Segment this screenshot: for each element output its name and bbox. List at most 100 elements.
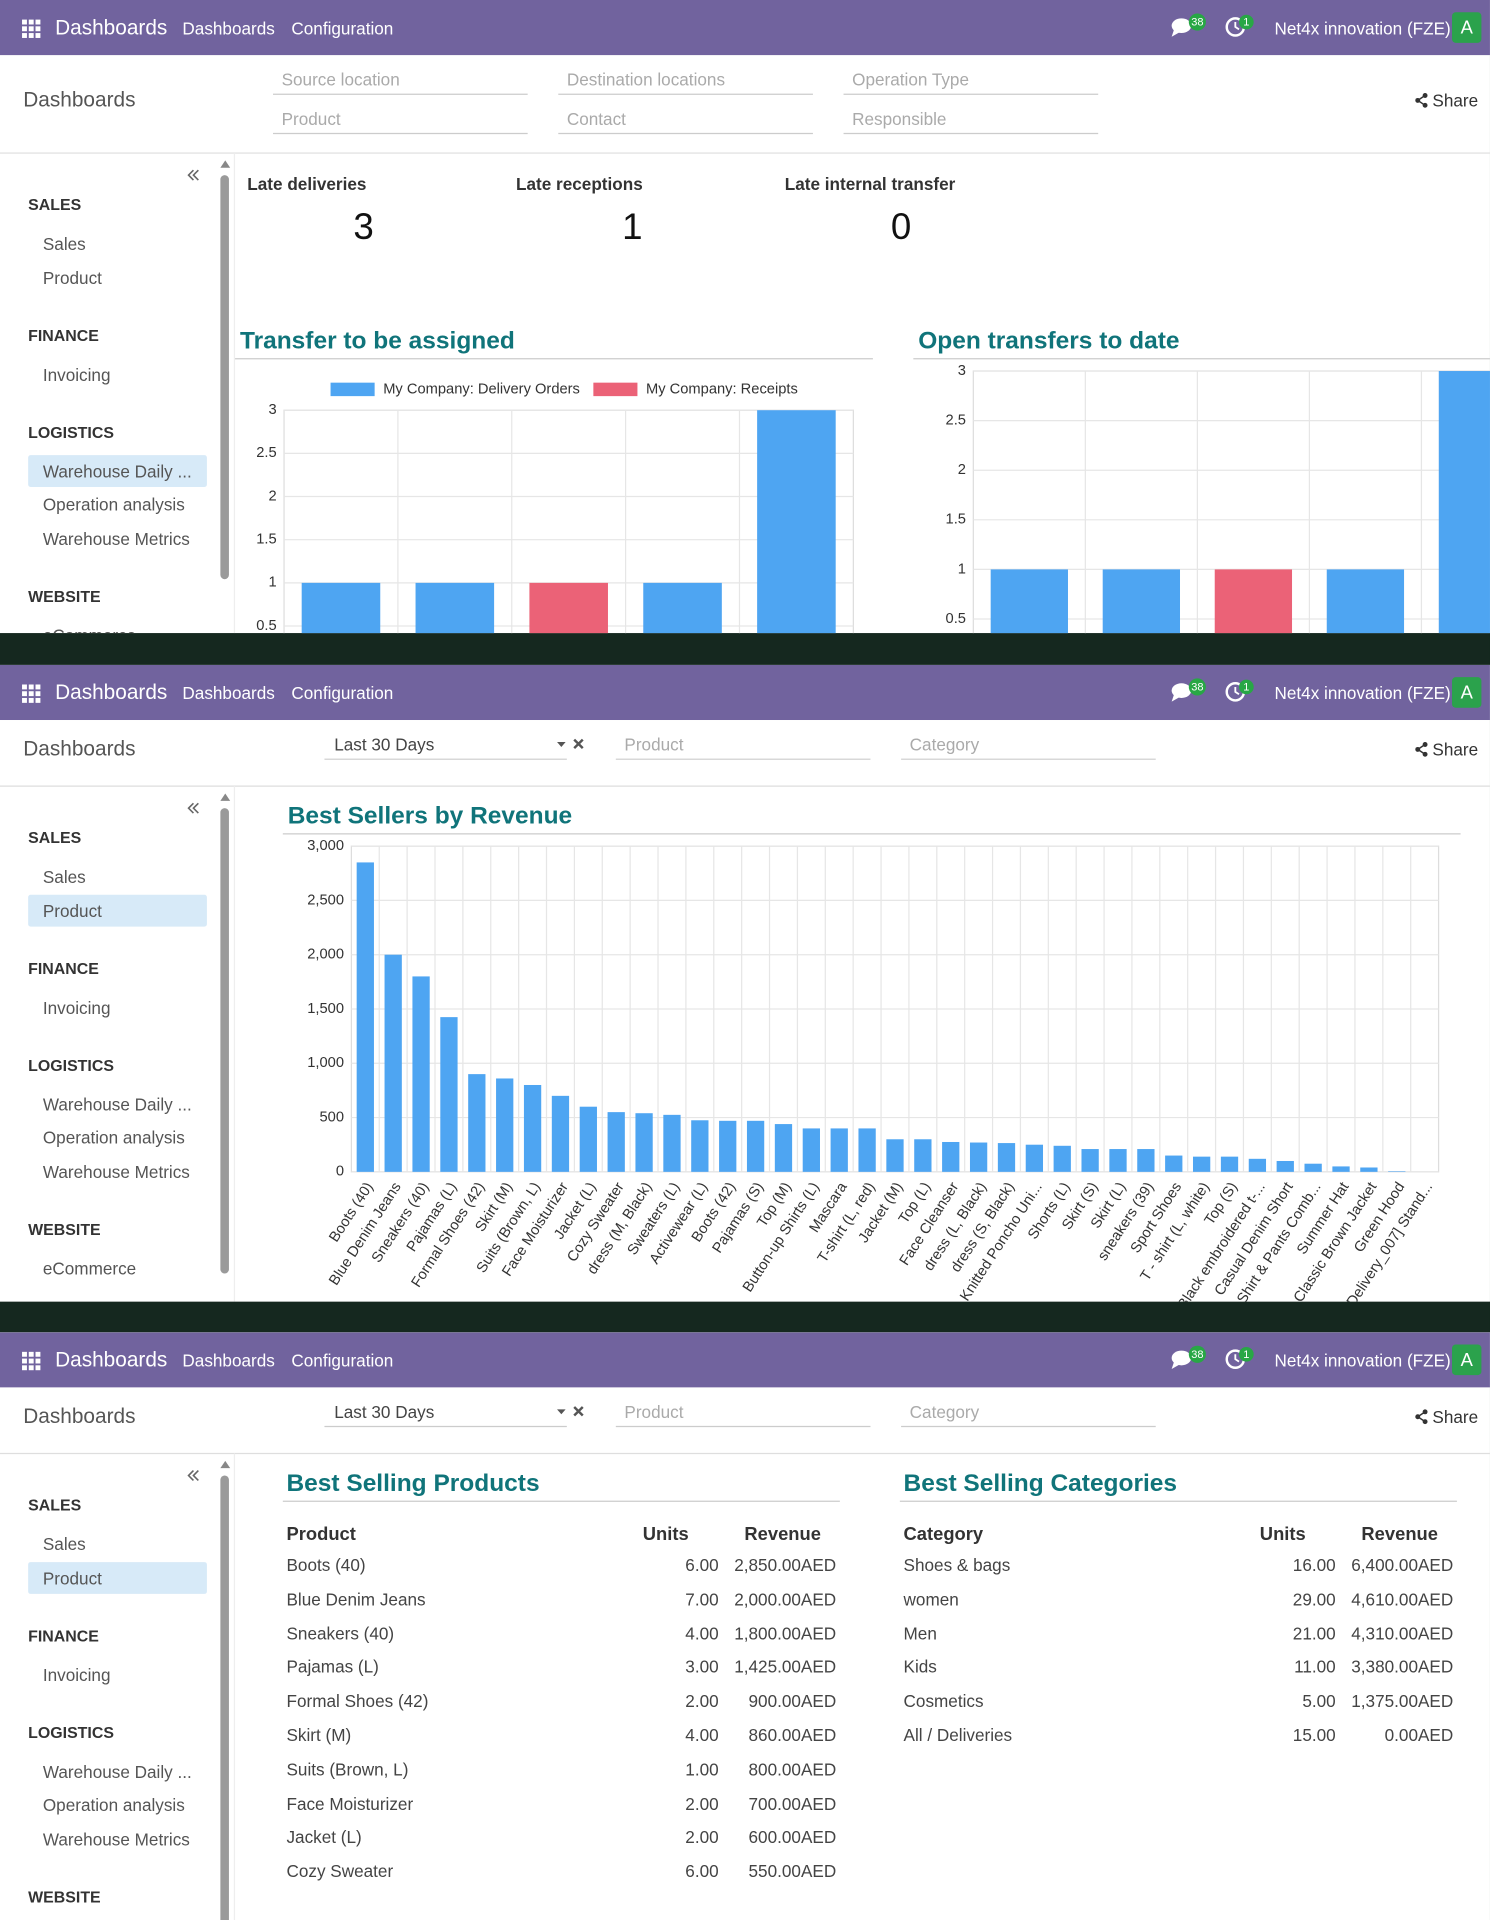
filter-input[interactable]: Product — [624, 734, 684, 755]
sidebar-section: WEBSITE — [28, 1887, 101, 1907]
screen-graphics — [0, 1332, 1490, 1920]
column-header: Units — [1259, 1523, 1306, 1545]
date-filter[interactable]: Last 30 Days — [334, 734, 435, 755]
sidebar-item[interactable]: Warehouse Metrics — [42, 1829, 190, 1850]
y-tick-label: 0 — [336, 1164, 344, 1180]
filter-input[interactable]: Operation Type — [852, 69, 970, 90]
share-button[interactable]: Share — [1432, 90, 1479, 111]
table-cell: 4,610.00AED — [1351, 1589, 1454, 1609]
table-cell: Formal Shoes (42) — [286, 1691, 429, 1711]
filter-input[interactable]: Product — [281, 108, 341, 129]
bar — [914, 1139, 932, 1172]
y-tick-label: 0.5 — [256, 618, 276, 633]
sidebar-item[interactable]: Warehouse Daily ... — [42, 461, 192, 481]
sidebar-item[interactable]: Sales — [42, 233, 86, 254]
dropdown-caret — [557, 742, 566, 747]
sidebar-item[interactable]: Invoicing — [42, 364, 111, 385]
company-switcher[interactable]: Net4x innovation (FZE) — [1274, 1350, 1451, 1371]
sidebar-item[interactable]: Operation analysis — [42, 495, 185, 515]
sidebar-item[interactable]: Warehouse Metrics — [42, 1162, 190, 1182]
sidebar-item[interactable]: Invoicing — [42, 1664, 111, 1685]
apps-icon — [28, 1365, 34, 1371]
table-cell: Pajamas (L) — [286, 1657, 379, 1677]
column-header: Category — [903, 1523, 984, 1545]
filter-input[interactable]: Product — [624, 1402, 684, 1422]
column-header: Revenue — [744, 1523, 821, 1545]
sidebar-item[interactable]: Warehouse Daily ... — [42, 1094, 192, 1114]
sidebar-item[interactable]: Product — [42, 267, 102, 288]
activity-badge — [1238, 1346, 1254, 1362]
date-filter[interactable]: Last 30 Days — [334, 1402, 435, 1422]
sidebar-item[interactable]: eCommerce — [42, 1258, 137, 1279]
kpi-label: Late internal transfer — [784, 173, 956, 194]
legend-label: My Company: Delivery Orders — [383, 381, 580, 397]
filter-input[interactable]: Contact — [566, 108, 626, 129]
messages-icon — [1171, 1361, 1181, 1369]
company-switcher[interactable]: Net4x innovation (FZE) — [1274, 18, 1451, 38]
bar — [1332, 1166, 1350, 1172]
messages-badge — [1188, 678, 1206, 696]
sidebar-item[interactable]: Sales — [42, 1534, 86, 1554]
bar — [1192, 1156, 1211, 1172]
chart-title: Best Sellers by Revenue — [287, 802, 573, 830]
apps-icon — [22, 1358, 27, 1364]
sidebar-item[interactable]: Operation analysis — [42, 1128, 185, 1148]
y-tick-label: 3 — [958, 363, 966, 379]
filter-input[interactable]: Destination locations — [566, 69, 726, 90]
share-button[interactable]: Share — [1432, 739, 1479, 760]
bar — [830, 1128, 848, 1172]
bar — [990, 569, 1068, 634]
filter-input[interactable]: Source location — [281, 69, 400, 90]
menu-item[interactable]: Dashboards — [182, 1350, 275, 1371]
table-cell: 4,310.00AED — [1351, 1623, 1454, 1643]
app-name[interactable]: Dashboards — [55, 15, 168, 40]
section-title: Best Selling Categories — [903, 1470, 1178, 1497]
bar — [997, 1143, 1016, 1172]
bar — [1326, 569, 1405, 634]
sidebar-item[interactable]: eCommerce — [43, 626, 136, 633]
filter-input[interactable]: Category — [909, 734, 980, 755]
avatar-letter[interactable]: A — [1460, 1350, 1473, 1371]
apps-icon — [35, 26, 41, 32]
apps-icon — [28, 691, 34, 697]
table-cell: women — [903, 1589, 959, 1609]
table-cell: 7.00 — [685, 1589, 719, 1609]
bar — [1304, 1163, 1322, 1172]
sidebar-item[interactable]: Product — [42, 900, 102, 921]
table-cell: Cosmetics — [903, 1691, 984, 1711]
app-name[interactable]: Dashboards — [55, 680, 168, 705]
sidebar-section: FINANCE — [28, 1626, 99, 1645]
sidebar-item[interactable]: Invoicing — [42, 997, 111, 1018]
sidebar-item[interactable]: Warehouse Daily ... — [42, 1761, 192, 1782]
bar — [719, 1120, 737, 1172]
menu-item[interactable]: Dashboards — [182, 18, 275, 38]
menu-item[interactable]: Dashboards — [182, 683, 275, 703]
share-button[interactable]: Share — [1432, 1406, 1479, 1427]
apps-icon — [35, 697, 41, 703]
table-cell: Jacket (L) — [286, 1827, 362, 1848]
app-name[interactable]: Dashboards — [55, 1348, 168, 1372]
legend-label: My Company: Receipts — [646, 381, 798, 397]
company-switcher[interactable]: Net4x innovation (FZE) — [1274, 683, 1451, 703]
menu-item[interactable]: Configuration — [291, 683, 394, 703]
sidebar-item[interactable]: Product — [42, 1568, 102, 1588]
table-cell: 1.00 — [685, 1759, 719, 1779]
messages-badge — [1188, 13, 1206, 31]
apps-icon — [35, 33, 41, 38]
table-cell: All / Deliveries — [903, 1725, 1013, 1745]
sidebar-item[interactable]: Warehouse Metrics — [42, 529, 190, 549]
table-cell: 3,380.00AED — [1351, 1657, 1454, 1677]
avatar-letter[interactable]: A — [1460, 682, 1473, 704]
apps-icon — [22, 33, 27, 38]
filter-input[interactable]: Category — [909, 1402, 980, 1422]
bar — [1360, 1167, 1378, 1172]
menu-item[interactable]: Configuration — [291, 18, 394, 38]
messages-icon — [1171, 1350, 1192, 1366]
menu-item[interactable]: Configuration — [291, 1350, 394, 1371]
sidebar-selection — [28, 1562, 207, 1594]
sidebar-item[interactable]: Operation analysis — [42, 1795, 185, 1816]
sidebar-item[interactable]: Sales — [42, 866, 86, 887]
bar — [1214, 569, 1293, 634]
avatar-letter[interactable]: A — [1460, 17, 1473, 39]
filter-input[interactable]: Responsible — [852, 108, 947, 129]
